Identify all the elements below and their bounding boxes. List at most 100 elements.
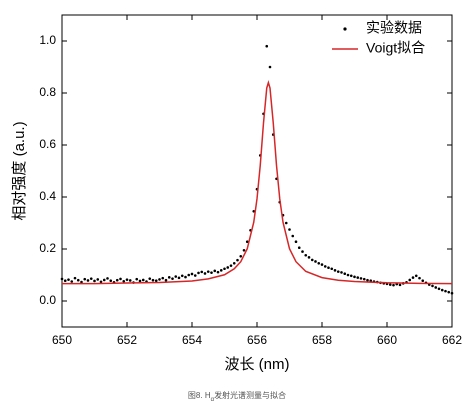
- x-tick-label: 654: [182, 333, 202, 347]
- data-point: [187, 273, 191, 277]
- data-point: [177, 276, 181, 280]
- data-point: [138, 279, 142, 283]
- data-point: [93, 279, 96, 283]
- x-tick-label: 658: [312, 333, 332, 347]
- data-point: [388, 283, 392, 286]
- y-axis-label: 相对强度 (a.u.): [11, 121, 28, 220]
- data-point: [63, 279, 67, 283]
- y-tick-label: 0.8: [39, 85, 56, 99]
- data-point: [411, 276, 415, 279]
- data-point: [190, 272, 194, 276]
- data-point: [229, 264, 233, 267]
- data-point: [200, 270, 204, 274]
- data-point: [369, 279, 373, 283]
- x-tick-label: 650: [52, 333, 72, 347]
- data-point: [119, 277, 122, 281]
- data-point: [421, 279, 425, 283]
- data-point: [398, 283, 402, 287]
- data-point: [60, 277, 64, 281]
- data-point: [327, 266, 330, 270]
- fit-line: [62, 79, 453, 285]
- caption-part: 发射光谱测量与拟合: [214, 390, 286, 400]
- data-point: [89, 277, 93, 280]
- data-point: [167, 276, 171, 279]
- data-point: [314, 260, 317, 263]
- data-point: [99, 280, 103, 284]
- data-point: [340, 271, 343, 274]
- data-point: [359, 277, 363, 280]
- data-point: [128, 279, 132, 282]
- data-point: [158, 278, 161, 281]
- data-point: [301, 250, 304, 253]
- y-tick-label: 1.0: [39, 33, 56, 47]
- data-point: [148, 277, 152, 280]
- plot-frame: [61, 14, 453, 328]
- data-point: [83, 277, 87, 281]
- data-point: [447, 290, 451, 294]
- data-point: [213, 269, 217, 273]
- data-point: [73, 276, 77, 280]
- data-point: [366, 278, 369, 282]
- legend-label: 实验数据: [366, 20, 422, 36]
- data-point: [317, 262, 321, 265]
- data-point: [297, 246, 301, 249]
- data-point: [434, 286, 438, 289]
- data-point: [115, 278, 119, 282]
- data-point: [414, 274, 418, 278]
- data-point: [330, 267, 334, 271]
- x-axis-label: 波长 (nm): [225, 356, 290, 373]
- data-point: [125, 278, 129, 281]
- data-point: [171, 277, 174, 280]
- data-point: [356, 276, 360, 279]
- legend-label: Voigt拟合: [366, 40, 425, 56]
- data-point: [180, 274, 184, 278]
- data-point: [223, 267, 226, 271]
- data-point: [174, 275, 178, 278]
- data-point: [184, 275, 187, 279]
- data-point: [346, 273, 350, 277]
- data-point: [76, 278, 80, 282]
- data-point: [154, 279, 158, 283]
- data-point: [135, 277, 139, 281]
- legend-swatch: [343, 27, 347, 31]
- data-point: [197, 271, 200, 275]
- data-point: [106, 277, 109, 280]
- y-tick-label: 0.0: [39, 293, 56, 307]
- x-tick-label: 660: [377, 333, 397, 347]
- data-point: [333, 269, 337, 272]
- data-point: [239, 254, 243, 258]
- data-point: [450, 291, 454, 295]
- data-point: [353, 275, 356, 279]
- y-tick-label: 0.2: [39, 241, 56, 255]
- data-point: [418, 276, 421, 280]
- data-point: [307, 256, 311, 259]
- data-point: [193, 274, 197, 277]
- data-point: [336, 270, 340, 273]
- data-point: [349, 274, 353, 278]
- data-point: [252, 210, 256, 213]
- data-point: [408, 278, 412, 282]
- data-point: [86, 279, 90, 282]
- data-point: [232, 262, 236, 265]
- x-tick-label: 656: [247, 333, 267, 347]
- data-point: [122, 279, 126, 283]
- data-point: [291, 234, 295, 238]
- caption-sub: α: [211, 397, 215, 403]
- data-point: [288, 228, 291, 231]
- data-point: [242, 249, 246, 252]
- data-point: [343, 272, 347, 276]
- data-point: [268, 65, 272, 69]
- data-point: [323, 265, 327, 268]
- data-point: [164, 278, 168, 282]
- data-point: [294, 240, 298, 244]
- data-point: [265, 44, 269, 48]
- data-point: [392, 283, 395, 287]
- data-point: [245, 240, 249, 244]
- data-point: [219, 269, 223, 272]
- data-point: [304, 253, 308, 257]
- data-point: [109, 279, 113, 283]
- x-tick-label: 652: [117, 333, 137, 347]
- data-point: [284, 221, 288, 225]
- data-point: [216, 270, 220, 274]
